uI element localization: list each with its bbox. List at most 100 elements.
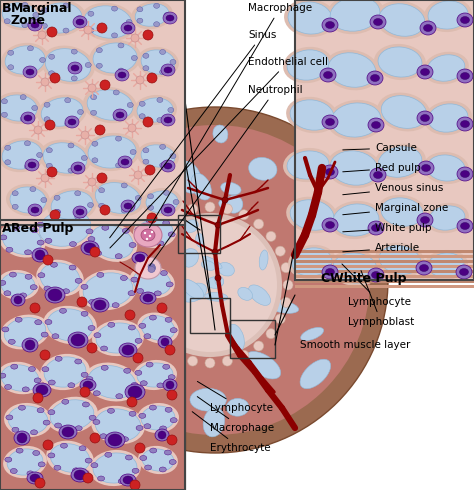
Ellipse shape	[96, 63, 102, 68]
Ellipse shape	[46, 163, 52, 168]
Ellipse shape	[330, 0, 380, 31]
Ellipse shape	[428, 104, 468, 132]
Ellipse shape	[328, 262, 340, 275]
Ellipse shape	[182, 279, 204, 299]
Ellipse shape	[170, 417, 177, 423]
Ellipse shape	[133, 216, 177, 248]
Circle shape	[97, 23, 107, 33]
Ellipse shape	[139, 101, 145, 106]
Ellipse shape	[154, 22, 160, 27]
Ellipse shape	[118, 68, 124, 73]
Ellipse shape	[203, 408, 225, 437]
Ellipse shape	[377, 93, 431, 131]
Ellipse shape	[79, 446, 86, 451]
Ellipse shape	[201, 291, 230, 313]
Text: Sinus: Sinus	[109, 30, 276, 238]
Ellipse shape	[45, 287, 65, 303]
Ellipse shape	[97, 272, 104, 277]
Ellipse shape	[92, 158, 98, 163]
Ellipse shape	[160, 270, 167, 275]
Ellipse shape	[30, 474, 40, 482]
Ellipse shape	[41, 46, 95, 84]
Circle shape	[144, 232, 146, 234]
Ellipse shape	[147, 205, 154, 210]
Ellipse shape	[47, 188, 97, 222]
Circle shape	[34, 126, 42, 134]
Text: Arteriole: Arteriole	[343, 243, 420, 253]
Ellipse shape	[130, 149, 136, 154]
Ellipse shape	[74, 470, 86, 480]
Ellipse shape	[12, 427, 19, 432]
Ellipse shape	[154, 291, 161, 296]
Ellipse shape	[213, 125, 228, 143]
Ellipse shape	[368, 221, 384, 235]
Text: Marginal zone: Marginal zone	[343, 203, 448, 215]
Ellipse shape	[116, 112, 124, 118]
Ellipse shape	[378, 147, 422, 177]
Ellipse shape	[25, 274, 32, 279]
Ellipse shape	[7, 449, 43, 475]
Bar	[295, 275, 474, 278]
Ellipse shape	[47, 309, 93, 341]
Ellipse shape	[381, 198, 423, 226]
Ellipse shape	[95, 409, 141, 441]
Circle shape	[146, 238, 148, 240]
Ellipse shape	[143, 294, 153, 302]
Ellipse shape	[8, 65, 14, 70]
Ellipse shape	[30, 285, 37, 290]
Ellipse shape	[121, 349, 128, 354]
Ellipse shape	[287, 50, 329, 80]
Ellipse shape	[101, 365, 108, 370]
Circle shape	[143, 218, 277, 352]
Circle shape	[127, 280, 137, 290]
Ellipse shape	[150, 448, 157, 453]
Circle shape	[38, 31, 46, 39]
Ellipse shape	[301, 327, 324, 341]
Bar	[190, 298, 230, 333]
Ellipse shape	[121, 159, 129, 165]
Ellipse shape	[322, 218, 338, 232]
Ellipse shape	[420, 115, 429, 122]
Ellipse shape	[131, 1, 173, 29]
Ellipse shape	[322, 165, 338, 179]
Ellipse shape	[44, 286, 51, 291]
Ellipse shape	[139, 114, 145, 119]
Circle shape	[149, 235, 151, 237]
Ellipse shape	[2, 327, 9, 332]
Ellipse shape	[133, 269, 171, 295]
Ellipse shape	[52, 334, 59, 339]
Ellipse shape	[115, 254, 122, 259]
Circle shape	[43, 255, 53, 265]
Ellipse shape	[46, 397, 98, 433]
Ellipse shape	[34, 378, 41, 383]
Circle shape	[88, 178, 96, 186]
Ellipse shape	[163, 379, 177, 391]
Ellipse shape	[8, 406, 48, 434]
Ellipse shape	[428, 1, 468, 29]
Ellipse shape	[37, 222, 44, 227]
Circle shape	[95, 125, 105, 135]
Ellipse shape	[146, 362, 153, 367]
Circle shape	[156, 219, 166, 229]
Ellipse shape	[160, 163, 165, 168]
Ellipse shape	[286, 97, 338, 133]
Circle shape	[87, 343, 97, 353]
Ellipse shape	[374, 144, 426, 180]
Ellipse shape	[88, 180, 107, 206]
Ellipse shape	[416, 261, 432, 275]
Ellipse shape	[85, 458, 92, 463]
Ellipse shape	[0, 138, 46, 172]
Circle shape	[97, 173, 107, 183]
Ellipse shape	[91, 110, 97, 115]
Text: Red pulp: Red pulp	[343, 163, 421, 173]
Circle shape	[275, 246, 285, 256]
Ellipse shape	[48, 289, 62, 301]
Ellipse shape	[99, 188, 105, 193]
Ellipse shape	[128, 291, 135, 295]
Ellipse shape	[59, 425, 77, 439]
Ellipse shape	[39, 210, 91, 246]
Circle shape	[81, 131, 89, 139]
Ellipse shape	[121, 22, 135, 34]
Ellipse shape	[0, 270, 39, 300]
Ellipse shape	[50, 262, 57, 267]
